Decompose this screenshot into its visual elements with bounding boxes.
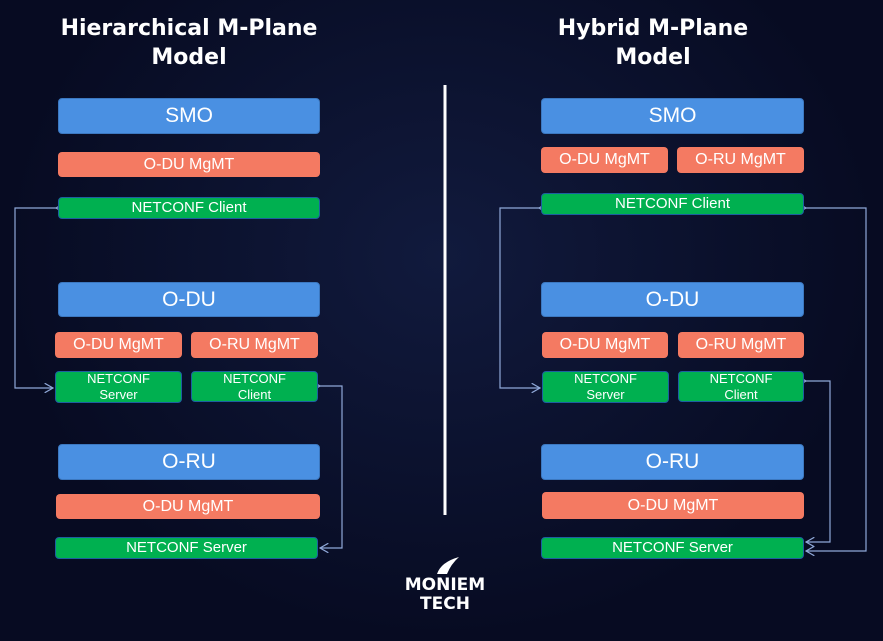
- left-oru-mgmt: O-RU MgMT: [191, 332, 318, 358]
- moniem-tech-logo: MONIEM TECH: [395, 556, 495, 614]
- logo-line2: TECH: [420, 594, 470, 614]
- right-smo-oru-mgmt: O-RU MgMT: [677, 147, 804, 173]
- right-oru-netconf-server: NETCONF Server: [541, 537, 804, 559]
- right-title: Hybrid M-Plane Model: [503, 14, 803, 72]
- left-odu-netconf-server: NETCONF Server: [55, 371, 182, 403]
- left-odu-netconf-client: NETCONF Client: [191, 371, 318, 402]
- left-oru-netconf-server: NETCONF Server: [55, 537, 318, 559]
- left-title-line2: Model: [151, 45, 227, 70]
- left-oru-box: O-RU: [58, 444, 320, 480]
- arrow-smo-odu-right: [499, 208, 540, 388]
- right-oru-box: O-RU: [541, 444, 804, 480]
- right-title-line1: Hybrid M-Plane: [557, 16, 749, 41]
- right-odu-netconf-server: NETCONF Server: [542, 371, 669, 403]
- left-odu-mgmt: O-DU MgMT: [55, 332, 182, 358]
- right-smo-netconf-client: NETCONF Client: [541, 193, 804, 215]
- right-smo-odu-mgmt: O-DU MgMT: [541, 147, 668, 173]
- arrow-smo-odu-left: [14, 208, 56, 388]
- left-smo-mgmt: O-DU MgMT: [58, 152, 320, 177]
- left-title-line1: Hierarchical M-Plane: [60, 16, 318, 41]
- arrow-odu-oru-left: [320, 386, 343, 548]
- left-odu-box: O-DU: [58, 282, 320, 317]
- arrow-odu-oru-right: [806, 381, 831, 542]
- right-odu-box: O-DU: [541, 282, 804, 317]
- arrow-smo-oru-right: [806, 208, 867, 551]
- right-smo-box: SMO: [541, 98, 804, 134]
- left-oru-mgmt-box: O-DU MgMT: [56, 494, 320, 519]
- right-oru-mgmt-box: O-DU MgMT: [542, 492, 804, 519]
- left-smo-netconf-client: NETCONF Client: [58, 197, 320, 219]
- left-smo-box: SMO: [58, 98, 320, 134]
- right-odu-mgmt: O-DU MgMT: [542, 332, 668, 358]
- left-title: Hierarchical M-Plane Model: [39, 14, 339, 72]
- logo-wing-icon: [437, 557, 459, 574]
- right-oru-mgmt: O-RU MgMT: [678, 332, 804, 358]
- right-odu-netconf-client: NETCONF Client: [678, 371, 804, 402]
- right-title-line2: Model: [615, 45, 691, 70]
- logo-line1: MONIEM: [404, 575, 486, 595]
